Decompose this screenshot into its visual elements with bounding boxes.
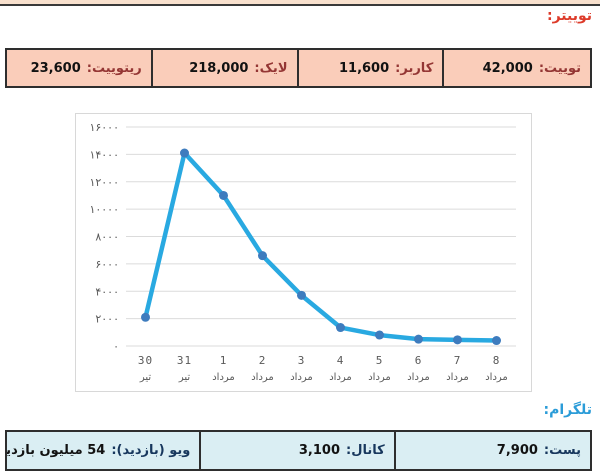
data-point-marker xyxy=(219,190,228,200)
x-axis-month-label: مرداد xyxy=(212,372,235,383)
x-axis-month-label: مرداد xyxy=(329,372,352,383)
data-point-marker xyxy=(336,323,345,333)
x-axis-day-label: 1 xyxy=(220,354,228,367)
stat-value: 218,000 xyxy=(189,60,249,76)
y-axis-tick-label: ۸۰۰۰ xyxy=(95,231,119,244)
stat-label: ریتوییت: xyxy=(86,60,142,76)
x-axis-month-label: مرداد xyxy=(407,372,430,383)
x-axis-day-label: 30 xyxy=(138,354,153,367)
x-axis-day-label: 2 xyxy=(259,354,267,367)
y-axis-tick-label: ۱۲۰۰۰ xyxy=(89,176,119,189)
x-axis-month-label: مرداد xyxy=(368,372,391,383)
line-chart-svg: ۰ ۲۰۰۰ ۴۰۰۰ ۶۰۰۰ ۸۰۰۰ ۱۰۰۰۰ ۱۲۰۰۰ ۱۴۰۰۰ ۱۶۰۰۰ 30 ت… xyxy=(89,121,516,383)
telegram-section-title: تلگرام: xyxy=(543,402,592,418)
stat-value: 11,600 xyxy=(338,60,390,76)
x-axis-day-label: 3 xyxy=(298,354,306,367)
telegram-stats-table: پست: 7,900 کانال: 3,100 ویو (بازدید): 54… xyxy=(5,430,592,471)
stat-value: 42,000 xyxy=(482,60,533,76)
twitter-stat-users: کاربر: 11,600 xyxy=(299,50,445,86)
stat-label: کاربر: xyxy=(395,60,434,76)
series-line xyxy=(143,150,499,343)
y-axis-tick-label: ۱۰۰۰۰ xyxy=(89,203,119,216)
y-axis-tick-label: ۴۰۰۰ xyxy=(95,285,119,298)
telegram-stat-views: ویو (بازدید): 54 میلیون بازدید xyxy=(7,432,202,469)
data-point-marker xyxy=(258,251,267,261)
stat-label: ویو (بازدید): xyxy=(111,443,191,458)
stat-value: 23,600 xyxy=(30,60,81,76)
telegram-stat-posts: پست: 7,900 xyxy=(396,432,590,469)
stat-value: 7,900 xyxy=(496,443,538,458)
data-point-marker xyxy=(375,330,384,340)
data-point-marker xyxy=(453,335,462,345)
x-axis-day-label: 31 xyxy=(177,354,192,367)
stat-label: کانال: xyxy=(346,443,385,458)
x-axis-day-label: 8 xyxy=(493,354,501,367)
x-axis-month-label: مرداد xyxy=(290,372,313,383)
stat-label: توییت: xyxy=(538,60,581,76)
x-axis-day-label: 5 xyxy=(376,354,384,367)
stat-value: 3,100 xyxy=(298,443,340,458)
y-axis-tick-label: ۲۰۰۰ xyxy=(95,313,119,326)
twitter-section-title: توییتر: xyxy=(546,8,592,24)
stat-label: لایک: xyxy=(254,60,288,76)
data-point-marker xyxy=(414,334,423,344)
x-axis-month-label: مرداد xyxy=(485,372,508,383)
y-axis-tick-label: ۱۴۰۰۰ xyxy=(89,148,119,161)
y-axis-tick-label: ۰ xyxy=(113,340,119,353)
twitter-stat-retweets: ریتوییت: 23,600 xyxy=(7,50,153,86)
data-point-marker xyxy=(297,290,306,300)
x-axis-month-label: مرداد xyxy=(251,372,274,383)
y-axis-tick-label: ۶۰۰۰ xyxy=(95,258,119,271)
x-axis-day-label: 4 xyxy=(337,354,345,367)
data-point-marker xyxy=(180,148,189,158)
x-axis-day-label: 6 xyxy=(415,354,423,367)
stat-value: 54 میلیون بازدید xyxy=(7,443,106,458)
twitter-stat-likes: لایک: 218,000 xyxy=(153,50,299,86)
cropped-table-edge xyxy=(0,0,600,6)
x-axis-month-label: تیر xyxy=(139,372,152,383)
stat-label: پست: xyxy=(543,443,581,458)
x-axis-month-label: تیر xyxy=(178,372,191,383)
x-axis-day-label: 7 xyxy=(454,354,462,367)
x-axis-month-label: مرداد xyxy=(446,372,469,383)
data-point-marker xyxy=(141,312,150,322)
twitter-stats-table: توییت: 42,000 کاربر: 11,600 لایک: 218,00… xyxy=(5,48,592,88)
telegram-stat-channels: کانال: 3,100 xyxy=(201,432,396,469)
chart-panel: ۰ ۲۰۰۰ ۴۰۰۰ ۶۰۰۰ ۸۰۰۰ ۱۰۰۰۰ ۱۲۰۰۰ ۱۴۰۰۰ ۱۶۰۰۰ 30 ت… xyxy=(75,113,532,392)
y-axis-tick-label: ۱۶۰۰۰ xyxy=(89,121,119,134)
twitter-stat-tweets: توییت: 42,000 xyxy=(444,50,590,86)
data-point-marker xyxy=(492,336,501,346)
